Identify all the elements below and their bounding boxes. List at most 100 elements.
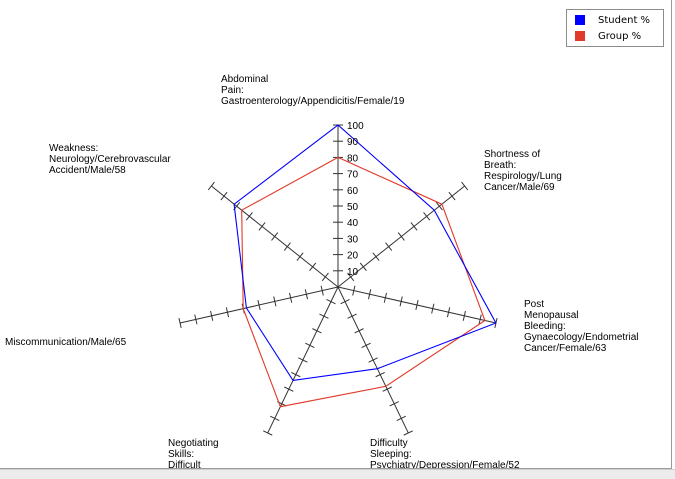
radar-axis-tick — [367, 289, 372, 300]
radar-axis-tick — [382, 386, 392, 392]
radar-axis-tick — [446, 307, 451, 318]
axis-label-line: Accident/Male/58 — [49, 165, 126, 176]
axis-label-line: Respirology/Lung — [484, 171, 562, 182]
bottom-scroll-strip — [0, 469, 675, 479]
axis-label-line: Weakness: — [49, 143, 98, 154]
radar-axis-tick — [361, 342, 371, 349]
axis-label-line: Skills: — [168, 449, 194, 460]
radar-axis-tick — [399, 296, 403, 307]
axis-label-line: Sleeping: — [370, 449, 412, 460]
radar-axis-tick — [283, 242, 291, 251]
legend-swatch-student — [575, 15, 585, 25]
radar-axis-tick — [461, 181, 469, 191]
legend-label-group: Group % — [598, 30, 642, 42]
radar-axis-tick — [375, 371, 385, 378]
radar-axis-tick — [298, 357, 308, 363]
radar-axis-tick — [207, 181, 215, 191]
radar-axis-tick — [309, 262, 317, 272]
radar-axis-tick — [372, 252, 380, 261]
radial-tick-labels: 10 20 30 40 50 60 70 80 90 100 — [347, 121, 364, 278]
radar-axis-tick — [289, 292, 293, 303]
legend-label-student: Student % — [598, 14, 651, 26]
radar-axis-tick — [262, 430, 273, 436]
radar-axis-tick — [347, 313, 357, 319]
axis-label-line: Pain: — [221, 85, 244, 96]
radar-axis-tick — [270, 415, 280, 421]
axis-label-line: Negotiating — [168, 438, 219, 449]
radar-axis-tick — [296, 252, 304, 261]
radar-axis-tick — [403, 430, 414, 436]
axis-label-line: Cancer/Male/69 — [484, 182, 555, 193]
radar-axis-tick — [220, 191, 228, 201]
legend-item-student: Student % — [575, 13, 650, 27]
radial-tick-label: 50 — [347, 202, 359, 213]
radar-axis-tick — [312, 328, 322, 334]
legend-swatch-group — [575, 31, 585, 41]
axis-label-line: Breath: — [484, 160, 516, 171]
legend-item-group: Group % — [575, 29, 641, 43]
radar-axis-tick — [305, 342, 315, 349]
radar-series — [233, 124, 497, 408]
axis-label-line: Post — [524, 299, 544, 310]
radar-axis-tick — [225, 307, 230, 318]
radar-axis-tick — [359, 262, 367, 272]
radar-axis-tick — [352, 285, 356, 296]
radar-axis-tick — [304, 289, 309, 300]
radar-axis-tick — [284, 386, 294, 392]
radar-chart: 10 20 30 40 50 60 70 80 90 100 Abdominal Pain: Gast… — [5, 74, 639, 468]
radar-axis-tick — [257, 300, 261, 311]
axis-label-line: Neurology/Cerebrovascular — [49, 154, 171, 165]
radial-tick-label: 60 — [347, 186, 359, 197]
radar-axis-tick — [396, 415, 406, 421]
legend: Student % Group % — [566, 9, 664, 47]
radial-tick-label: 20 — [347, 251, 359, 262]
radar-axis-tick — [415, 300, 419, 311]
axis-label-line: Difficult — [168, 460, 201, 468]
axis-label-line: Gynaecology/Endometrial — [524, 332, 639, 343]
axis-category-label: NegotiatingSkills:DifficultCommunication… — [168, 438, 260, 468]
radar-axis-tick — [462, 310, 466, 321]
radar-axis-tick — [321, 272, 329, 282]
radial-tick-label: 90 — [347, 137, 359, 148]
axis-label-line: Shortness of — [484, 149, 540, 160]
axis-label-line: Bleeding: — [524, 321, 566, 332]
radial-tick-label: 30 — [347, 234, 359, 245]
axis-labels: Abdominal Pain: Gastroenterology/Appendici… — [5, 74, 639, 468]
radar-axis-tick — [194, 314, 198, 325]
radar-axis-tick — [389, 401, 399, 407]
radar-axis-tick — [354, 328, 364, 334]
axis-category-label: Shortness of Breath: Respirology/Lung Cance… — [484, 149, 562, 193]
axis-label-line: Difficulty — [370, 438, 408, 449]
radar-axis-tick — [320, 285, 324, 296]
axis-category-label: Difficulty Sleeping: Psychiatry/Depression… — [370, 438, 520, 468]
radial-tick-label: 10 — [347, 267, 359, 278]
radar-axis-tick — [291, 371, 301, 378]
series-polygon — [233, 124, 497, 381]
radar-axis-tick — [478, 314, 482, 325]
radial-tick-label: 100 — [347, 121, 364, 132]
radial-tick-label: 40 — [347, 218, 359, 229]
axis-label-line: Abdominal — [221, 74, 268, 85]
radial-tick-label: 80 — [347, 153, 359, 164]
radar-axis-tick — [397, 232, 405, 241]
axis-label-line: Psychiatry/Depression/Female/52 — [370, 460, 520, 468]
radar-axis-tick — [258, 222, 266, 231]
radar-axis-tick — [431, 303, 435, 314]
radar-axis-tick — [319, 313, 329, 319]
axis-label-line: Miscommunication/Male/65 — [5, 337, 127, 348]
radar-axis-tick — [271, 232, 279, 241]
axis-label-line: Gastroenterology/Appendicitis/Female/19 — [221, 96, 405, 107]
radar-axis-tick — [435, 201, 443, 211]
axis-label-line: Cancer/Female/63 — [524, 343, 607, 354]
radar-axis-tick — [448, 191, 456, 201]
axis-category-label: Post Menopausal Bleeding: Gynaecology/Endom… — [524, 299, 639, 354]
radar-axes — [178, 124, 498, 436]
radar-axis-tick — [423, 212, 431, 221]
radial-tick-label: 70 — [347, 170, 359, 181]
radar-axis-tick — [383, 292, 387, 303]
series-polygon — [241, 156, 486, 408]
axis-label-line: Menopausal — [524, 310, 578, 321]
radar-axis-tick — [410, 222, 418, 231]
radar-axis-tick — [245, 212, 253, 221]
axis-category-label: Abdominal Pain: Gastroenterology/Appendici… — [221, 74, 405, 107]
